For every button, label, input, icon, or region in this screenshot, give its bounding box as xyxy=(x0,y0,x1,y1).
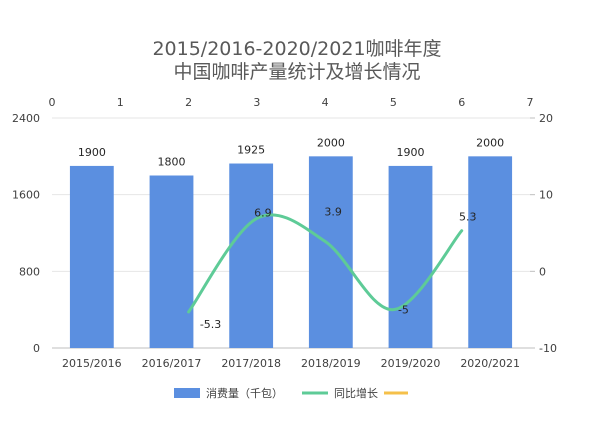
line-value-label: 5.3 xyxy=(459,211,477,224)
category-label: 2015/2016 xyxy=(62,357,122,370)
left-axis-tick: 2400 xyxy=(12,112,40,125)
right-axis: -10 0 10 20 xyxy=(530,112,557,355)
legend-label-growth: 同比增长 xyxy=(334,386,378,400)
bar-value-label: 1800 xyxy=(158,156,186,169)
right-axis-tick: -10 xyxy=(539,342,557,355)
chart-title-line-1: 2015/2016-2020/2021咖啡年度 xyxy=(152,38,441,60)
legend-label-consumption: 消费量（千包） xyxy=(206,386,283,400)
bar-value-label: 2000 xyxy=(476,136,504,149)
line-value-label: 3.9 xyxy=(324,205,342,218)
right-axis-tick: 10 xyxy=(539,189,553,202)
top-axis-tick: 6 xyxy=(458,96,465,109)
bar-value-label: 1900 xyxy=(397,146,425,159)
category-label: 2017/2018 xyxy=(221,357,281,370)
line-value-label: -5 xyxy=(398,304,409,317)
line-value-label: -5.3 xyxy=(200,318,221,331)
bar-value-label: 1900 xyxy=(78,146,106,159)
bar-value-label: 2000 xyxy=(317,136,345,149)
top-axis-tick: 4 xyxy=(322,96,329,109)
left-axis-tick: 1600 xyxy=(12,189,40,202)
right-axis-tick: 0 xyxy=(539,265,546,278)
top-axis-tick: 5 xyxy=(390,96,397,109)
bar xyxy=(309,156,353,348)
left-axis: 0 800 1600 2400 xyxy=(12,112,40,355)
bar xyxy=(150,176,194,349)
bar-data-labels: 1900 1800 1925 2000 1900 2000 xyxy=(78,136,504,168)
legend: 消费量（千包） 同比增长 xyxy=(174,386,408,400)
top-axis-tick: 3 xyxy=(253,96,260,109)
right-axis-tick: 20 xyxy=(539,112,553,125)
top-axis-tick: 0 xyxy=(49,96,56,109)
top-axis-tick: 2 xyxy=(185,96,192,109)
bar-value-label: 1925 xyxy=(237,144,265,157)
left-axis-tick: 0 xyxy=(33,342,40,355)
bar xyxy=(389,166,433,348)
top-axis-tick: 7 xyxy=(527,96,534,109)
bar xyxy=(229,164,273,348)
category-label: 2016/2017 xyxy=(142,357,202,370)
category-label: 2020/2021 xyxy=(460,357,520,370)
top-axis: 0 1 2 3 4 5 6 7 xyxy=(49,96,534,109)
line-value-label: 6.9 xyxy=(254,206,272,219)
category-label: 2019/2020 xyxy=(381,357,441,370)
bottom-axis: 2015/2016 2016/2017 2017/2018 2018/2019 2019… xyxy=(62,357,520,370)
legend-swatch-bar xyxy=(174,388,200,398)
category-label: 2018/2019 xyxy=(301,357,361,370)
left-axis-tick: 800 xyxy=(19,265,40,278)
bar xyxy=(70,166,114,348)
top-axis-tick: 1 xyxy=(117,96,124,109)
bar xyxy=(468,156,512,348)
chart-title-line-2: 中国咖啡产量统计及增长情况 xyxy=(173,61,420,83)
